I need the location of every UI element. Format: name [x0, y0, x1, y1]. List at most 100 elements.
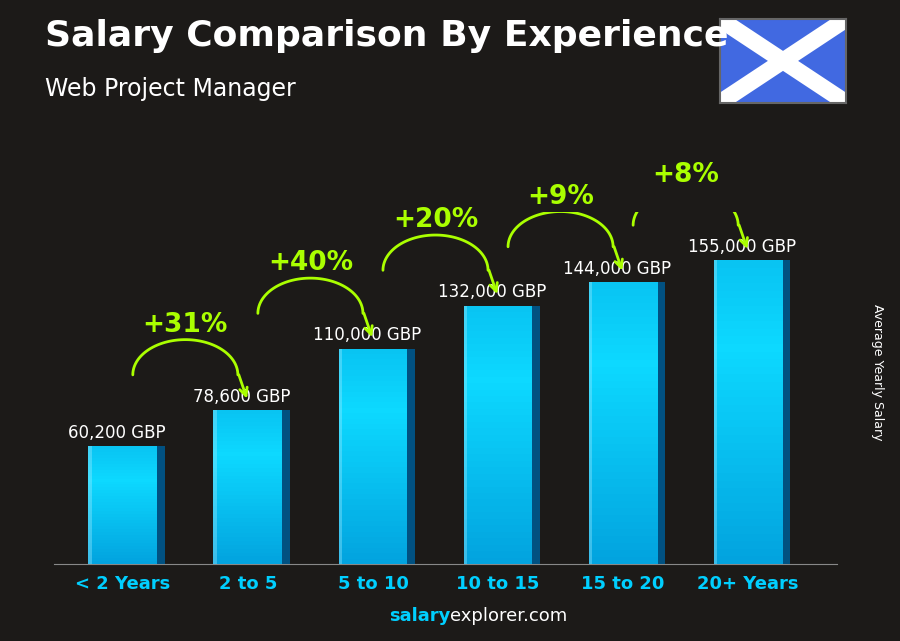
Polygon shape	[464, 506, 533, 512]
Polygon shape	[213, 483, 283, 487]
Polygon shape	[213, 418, 283, 422]
Polygon shape	[714, 511, 783, 519]
Polygon shape	[338, 488, 408, 494]
Polygon shape	[338, 548, 408, 553]
Polygon shape	[213, 479, 283, 483]
Polygon shape	[464, 499, 533, 506]
Polygon shape	[338, 419, 408, 424]
Polygon shape	[213, 437, 283, 441]
Polygon shape	[338, 413, 408, 419]
Polygon shape	[464, 403, 533, 409]
Polygon shape	[88, 544, 158, 546]
Polygon shape	[589, 529, 658, 536]
Polygon shape	[88, 540, 158, 544]
Polygon shape	[88, 464, 158, 467]
Polygon shape	[464, 467, 533, 474]
Polygon shape	[338, 505, 408, 510]
Polygon shape	[88, 476, 158, 479]
Polygon shape	[714, 321, 783, 329]
Polygon shape	[589, 289, 658, 296]
Polygon shape	[589, 331, 658, 338]
Polygon shape	[464, 493, 533, 499]
Polygon shape	[714, 541, 783, 549]
Polygon shape	[533, 306, 540, 564]
Polygon shape	[714, 495, 783, 503]
Polygon shape	[714, 291, 783, 299]
Polygon shape	[338, 542, 408, 548]
Polygon shape	[589, 324, 658, 331]
Polygon shape	[88, 549, 158, 553]
Polygon shape	[589, 479, 658, 487]
Polygon shape	[464, 390, 533, 396]
Polygon shape	[589, 437, 658, 444]
Polygon shape	[464, 370, 533, 377]
Polygon shape	[88, 446, 92, 564]
Polygon shape	[589, 310, 658, 317]
Polygon shape	[589, 338, 658, 345]
Polygon shape	[88, 494, 158, 496]
Polygon shape	[464, 409, 533, 415]
Text: Web Project Manager: Web Project Manager	[45, 77, 296, 101]
Polygon shape	[88, 555, 158, 558]
Polygon shape	[213, 445, 283, 449]
Polygon shape	[338, 440, 408, 445]
Polygon shape	[714, 526, 783, 534]
Text: +20%: +20%	[393, 207, 478, 233]
Polygon shape	[589, 557, 658, 564]
Polygon shape	[589, 367, 658, 374]
Polygon shape	[338, 526, 408, 532]
Polygon shape	[589, 353, 658, 360]
Polygon shape	[589, 381, 658, 388]
Polygon shape	[88, 490, 158, 494]
Polygon shape	[213, 433, 283, 437]
Polygon shape	[464, 319, 533, 325]
Polygon shape	[338, 478, 408, 483]
Text: explorer.com: explorer.com	[450, 607, 567, 625]
Polygon shape	[338, 483, 408, 488]
Polygon shape	[464, 383, 533, 390]
Polygon shape	[714, 435, 783, 443]
Polygon shape	[88, 502, 158, 505]
Polygon shape	[714, 450, 783, 458]
Polygon shape	[88, 455, 158, 458]
Polygon shape	[589, 402, 658, 409]
Polygon shape	[408, 349, 415, 564]
Polygon shape	[464, 447, 533, 454]
Polygon shape	[213, 449, 283, 453]
Polygon shape	[338, 537, 408, 542]
Polygon shape	[213, 460, 283, 464]
Polygon shape	[88, 508, 158, 511]
Polygon shape	[213, 522, 283, 526]
Polygon shape	[714, 344, 783, 351]
Polygon shape	[714, 397, 783, 404]
Text: 132,000 GBP: 132,000 GBP	[437, 283, 546, 301]
Polygon shape	[283, 410, 290, 564]
Polygon shape	[213, 541, 283, 545]
Polygon shape	[338, 559, 408, 564]
Polygon shape	[88, 535, 158, 538]
Text: 110,000 GBP: 110,000 GBP	[312, 326, 421, 344]
Polygon shape	[338, 403, 408, 408]
Polygon shape	[213, 491, 283, 495]
Polygon shape	[338, 360, 408, 365]
Polygon shape	[338, 445, 408, 451]
Polygon shape	[464, 512, 533, 519]
Polygon shape	[88, 472, 158, 476]
Polygon shape	[338, 472, 408, 478]
Polygon shape	[714, 412, 783, 420]
Polygon shape	[464, 454, 533, 461]
Polygon shape	[464, 357, 533, 363]
Polygon shape	[88, 511, 158, 514]
Polygon shape	[338, 392, 408, 397]
Polygon shape	[714, 519, 783, 526]
Polygon shape	[714, 458, 783, 465]
Polygon shape	[589, 416, 658, 423]
Polygon shape	[714, 306, 783, 313]
Polygon shape	[213, 456, 283, 460]
Text: +40%: +40%	[268, 251, 353, 276]
Polygon shape	[213, 487, 283, 491]
Polygon shape	[88, 446, 158, 449]
Polygon shape	[338, 499, 408, 505]
Polygon shape	[213, 503, 283, 506]
Polygon shape	[213, 429, 283, 433]
